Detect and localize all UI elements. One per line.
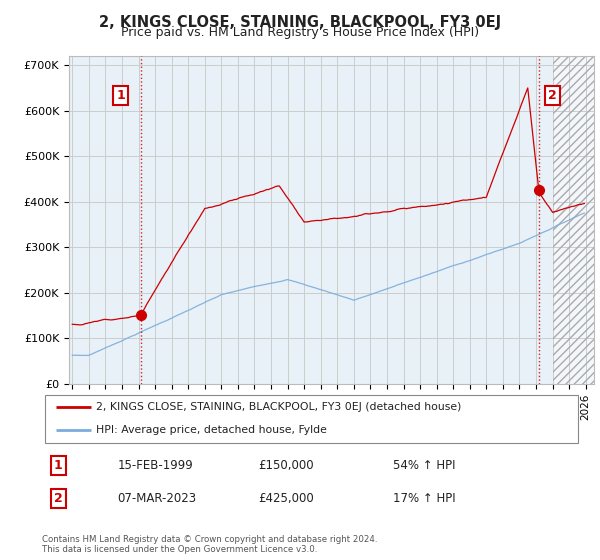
Text: 07-MAR-2023: 07-MAR-2023 bbox=[118, 492, 197, 505]
Text: £425,000: £425,000 bbox=[258, 492, 314, 505]
Text: 17% ↑ HPI: 17% ↑ HPI bbox=[393, 492, 455, 505]
Text: 54% ↑ HPI: 54% ↑ HPI bbox=[393, 459, 455, 473]
FancyBboxPatch shape bbox=[45, 395, 578, 442]
Text: 2: 2 bbox=[54, 492, 62, 505]
Text: HPI: Average price, detached house, Fylde: HPI: Average price, detached house, Fyld… bbox=[96, 425, 327, 435]
Text: 2, KINGS CLOSE, STAINING, BLACKPOOL, FY3 0EJ: 2, KINGS CLOSE, STAINING, BLACKPOOL, FY3… bbox=[99, 15, 501, 30]
Text: 1: 1 bbox=[116, 89, 125, 102]
Text: 2, KINGS CLOSE, STAINING, BLACKPOOL, FY3 0EJ (detached house): 2, KINGS CLOSE, STAINING, BLACKPOOL, FY3… bbox=[96, 402, 461, 412]
Text: £150,000: £150,000 bbox=[258, 459, 314, 473]
Text: Contains HM Land Registry data © Crown copyright and database right 2024.
This d: Contains HM Land Registry data © Crown c… bbox=[42, 535, 377, 554]
Text: 15-FEB-1999: 15-FEB-1999 bbox=[118, 459, 193, 473]
Text: 2: 2 bbox=[548, 89, 557, 102]
Text: 1: 1 bbox=[54, 459, 62, 473]
Text: Price paid vs. HM Land Registry's House Price Index (HPI): Price paid vs. HM Land Registry's House … bbox=[121, 26, 479, 39]
